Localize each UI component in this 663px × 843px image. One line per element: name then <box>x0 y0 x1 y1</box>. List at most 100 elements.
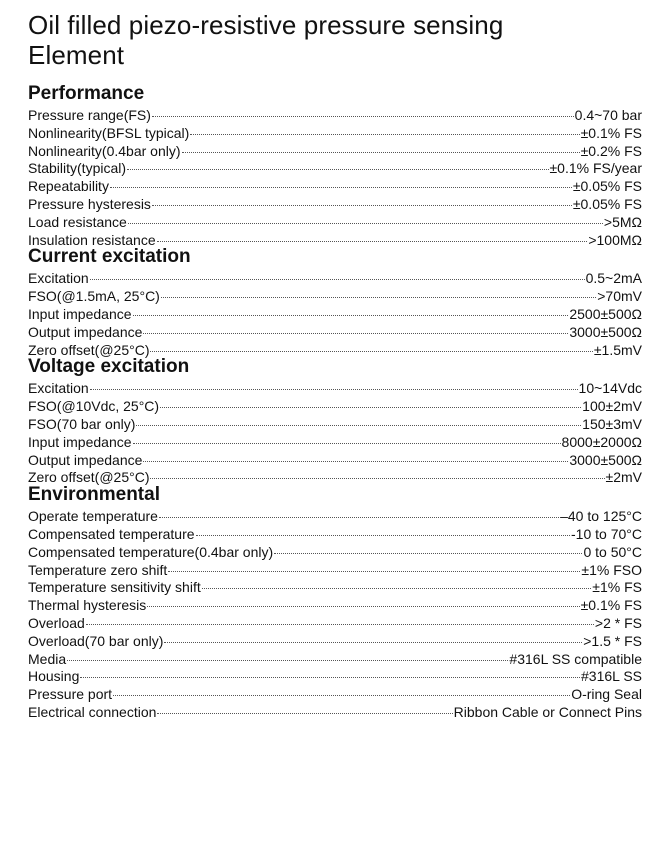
spec-label: Thermal hysteresis <box>28 597 147 614</box>
spec-row: FSO(@1.5mA, 25°C) >70mV <box>28 286 642 304</box>
spec-value: 0 to 50°C <box>583 543 642 560</box>
spec-row: Electrical connection Ribbon Cable or Con… <box>28 702 642 720</box>
spec-label: Electrical connection <box>28 703 157 720</box>
dot-leader <box>136 411 582 426</box>
dot-leader <box>143 447 569 462</box>
dot-leader <box>158 503 560 519</box>
spec-value: #316L SS <box>581 668 642 685</box>
spec-value: 0.5~2mA <box>585 270 642 287</box>
spec-section: Environmental Operate temperature –40 to 1… <box>28 485 642 720</box>
spec-value: 150±3mV <box>582 415 642 432</box>
dot-leader <box>190 120 580 135</box>
spec-sheet: Oil filled piezo-resistive pressure sens… <box>28 10 642 720</box>
spec-value: –40 to 125°C <box>560 508 642 525</box>
document-title-line-2: Element <box>28 40 125 70</box>
spec-row: Insulation resistance >100MΩ <box>28 230 642 248</box>
spec-row: Load resistance >5MΩ <box>28 212 642 230</box>
spec-row: FSO(@10Vdc, 25°C) 100±2mV <box>28 396 642 414</box>
spec-value: >70mV <box>597 288 642 305</box>
spec-value: 2500±500Ω <box>569 305 642 322</box>
spec-label: Excitation <box>28 380 89 397</box>
dot-leader <box>164 628 583 643</box>
spec-label: Load resistance <box>28 213 127 230</box>
spec-row: Compensated temperature -10 to 70°C <box>28 524 642 542</box>
dot-leader <box>160 393 582 409</box>
dot-leader <box>157 699 453 714</box>
spec-row: Pressure range(FS) 0.4~70 bar <box>28 105 642 123</box>
dot-leader <box>150 337 593 352</box>
spec-section: Voltage excitation Excitation 10~14Vdc FSO(… <box>28 357 642 485</box>
dot-leader <box>151 102 574 117</box>
spec-row: Overload >2 * FS <box>28 613 642 631</box>
spec-label: Zero offset(@25°C) <box>28 469 150 486</box>
dot-leader <box>132 301 569 316</box>
spec-label: Pressure hysteresis <box>28 195 151 212</box>
spec-value: O-ring Seal <box>571 686 642 703</box>
spec-label: Pressure port <box>28 686 113 703</box>
dot-leader <box>67 646 509 661</box>
dot-leader <box>150 464 605 480</box>
spec-value: 8000±2000Ω <box>561 433 642 450</box>
section-heading: Voltage excitation <box>28 356 190 378</box>
dot-leader <box>127 209 603 224</box>
spec-label: Repeatability <box>28 178 109 195</box>
dot-leader <box>89 265 585 281</box>
section-heading: Current excitation <box>28 246 191 268</box>
spec-sections: Performance Pressure range(FS) 0.4~70 bar N… <box>28 84 642 720</box>
spec-label: Output impedance <box>28 451 143 468</box>
spec-section: Current excitation Excitation 0.5~2mA FSO(@… <box>28 246 642 358</box>
spec-value: 0.4~70 bar <box>574 107 642 123</box>
spec-row: Output impedance 3000±500Ω <box>28 450 642 468</box>
spec-value: ±1% FS <box>592 579 642 596</box>
dot-leader <box>274 539 583 554</box>
spec-label: Overload <box>28 614 85 631</box>
spec-row: FSO(70 bar only) 150±3mV <box>28 414 642 432</box>
dot-leader <box>181 138 580 153</box>
spec-label: Temperature sensitivity shift <box>28 579 201 596</box>
spec-label: Compensated temperature(0.4bar only) <box>28 543 274 560</box>
section-heading: Environmental <box>28 484 160 506</box>
spec-value: >5MΩ <box>603 213 642 230</box>
spec-label: Nonlinearity(0.4bar only) <box>28 142 181 159</box>
spec-label: Nonlinearity(BFSL typical) <box>28 124 190 141</box>
spec-value: ±0.1% FS <box>580 597 642 614</box>
dot-leader <box>151 191 572 206</box>
spec-label: Stability(typical) <box>28 160 127 177</box>
dot-leader <box>201 574 592 590</box>
dot-leader <box>89 375 578 391</box>
spec-value: #316L SS compatible <box>509 650 642 667</box>
spec-value: >2 * FS <box>594 614 642 631</box>
spec-value: >1.5 * FS <box>583 632 642 649</box>
dot-leader <box>127 155 549 171</box>
spec-row: Excitation 0.5~2mA <box>28 268 642 286</box>
dot-leader <box>195 521 571 536</box>
spec-value: >100MΩ <box>588 231 642 248</box>
spec-label: Zero offset(@25°C) <box>28 341 150 358</box>
spec-row: Overload(70 bar only) >1.5 * FS <box>28 631 642 649</box>
spec-section: Performance Pressure range(FS) 0.4~70 bar N… <box>28 84 642 248</box>
dot-leader <box>156 227 588 242</box>
spec-row: Repeatability ±0.05% FS <box>28 176 642 194</box>
spec-label: Overload(70 bar only) <box>28 632 164 649</box>
spec-label: Pressure range(FS) <box>28 107 151 123</box>
spec-label: Input impedance <box>28 433 132 450</box>
spec-row: Thermal hysteresis ±0.1% FS <box>28 595 642 613</box>
dot-leader <box>168 557 581 572</box>
spec-label: Operate temperature <box>28 508 158 525</box>
spec-label: FSO(@10Vdc, 25°C) <box>28 398 160 415</box>
spec-row: Nonlinearity(0.4bar only) ±0.2% FS <box>28 141 642 159</box>
spec-label: Temperature zero shift <box>28 561 168 578</box>
spec-row: Temperature sensitivity shift ±1% FS <box>28 577 642 595</box>
dot-leader <box>147 592 580 608</box>
spec-value: 100±2mV <box>582 398 642 415</box>
dot-leader <box>132 429 561 444</box>
document-title-line-1: Oil filled piezo-resistive pressure sens… <box>28 10 504 40</box>
spec-row: Stability(typical) ±0.1% FS/year <box>28 158 642 176</box>
dot-leader <box>109 173 572 189</box>
spec-value: ±2mV <box>605 469 642 486</box>
spec-label: Housing <box>28 668 80 685</box>
spec-row: Media #316L SS compatible <box>28 649 642 667</box>
spec-label: Compensated temperature <box>28 525 195 542</box>
spec-row: Pressure port O-ring Seal <box>28 684 642 702</box>
spec-label: Insulation resistance <box>28 231 156 248</box>
